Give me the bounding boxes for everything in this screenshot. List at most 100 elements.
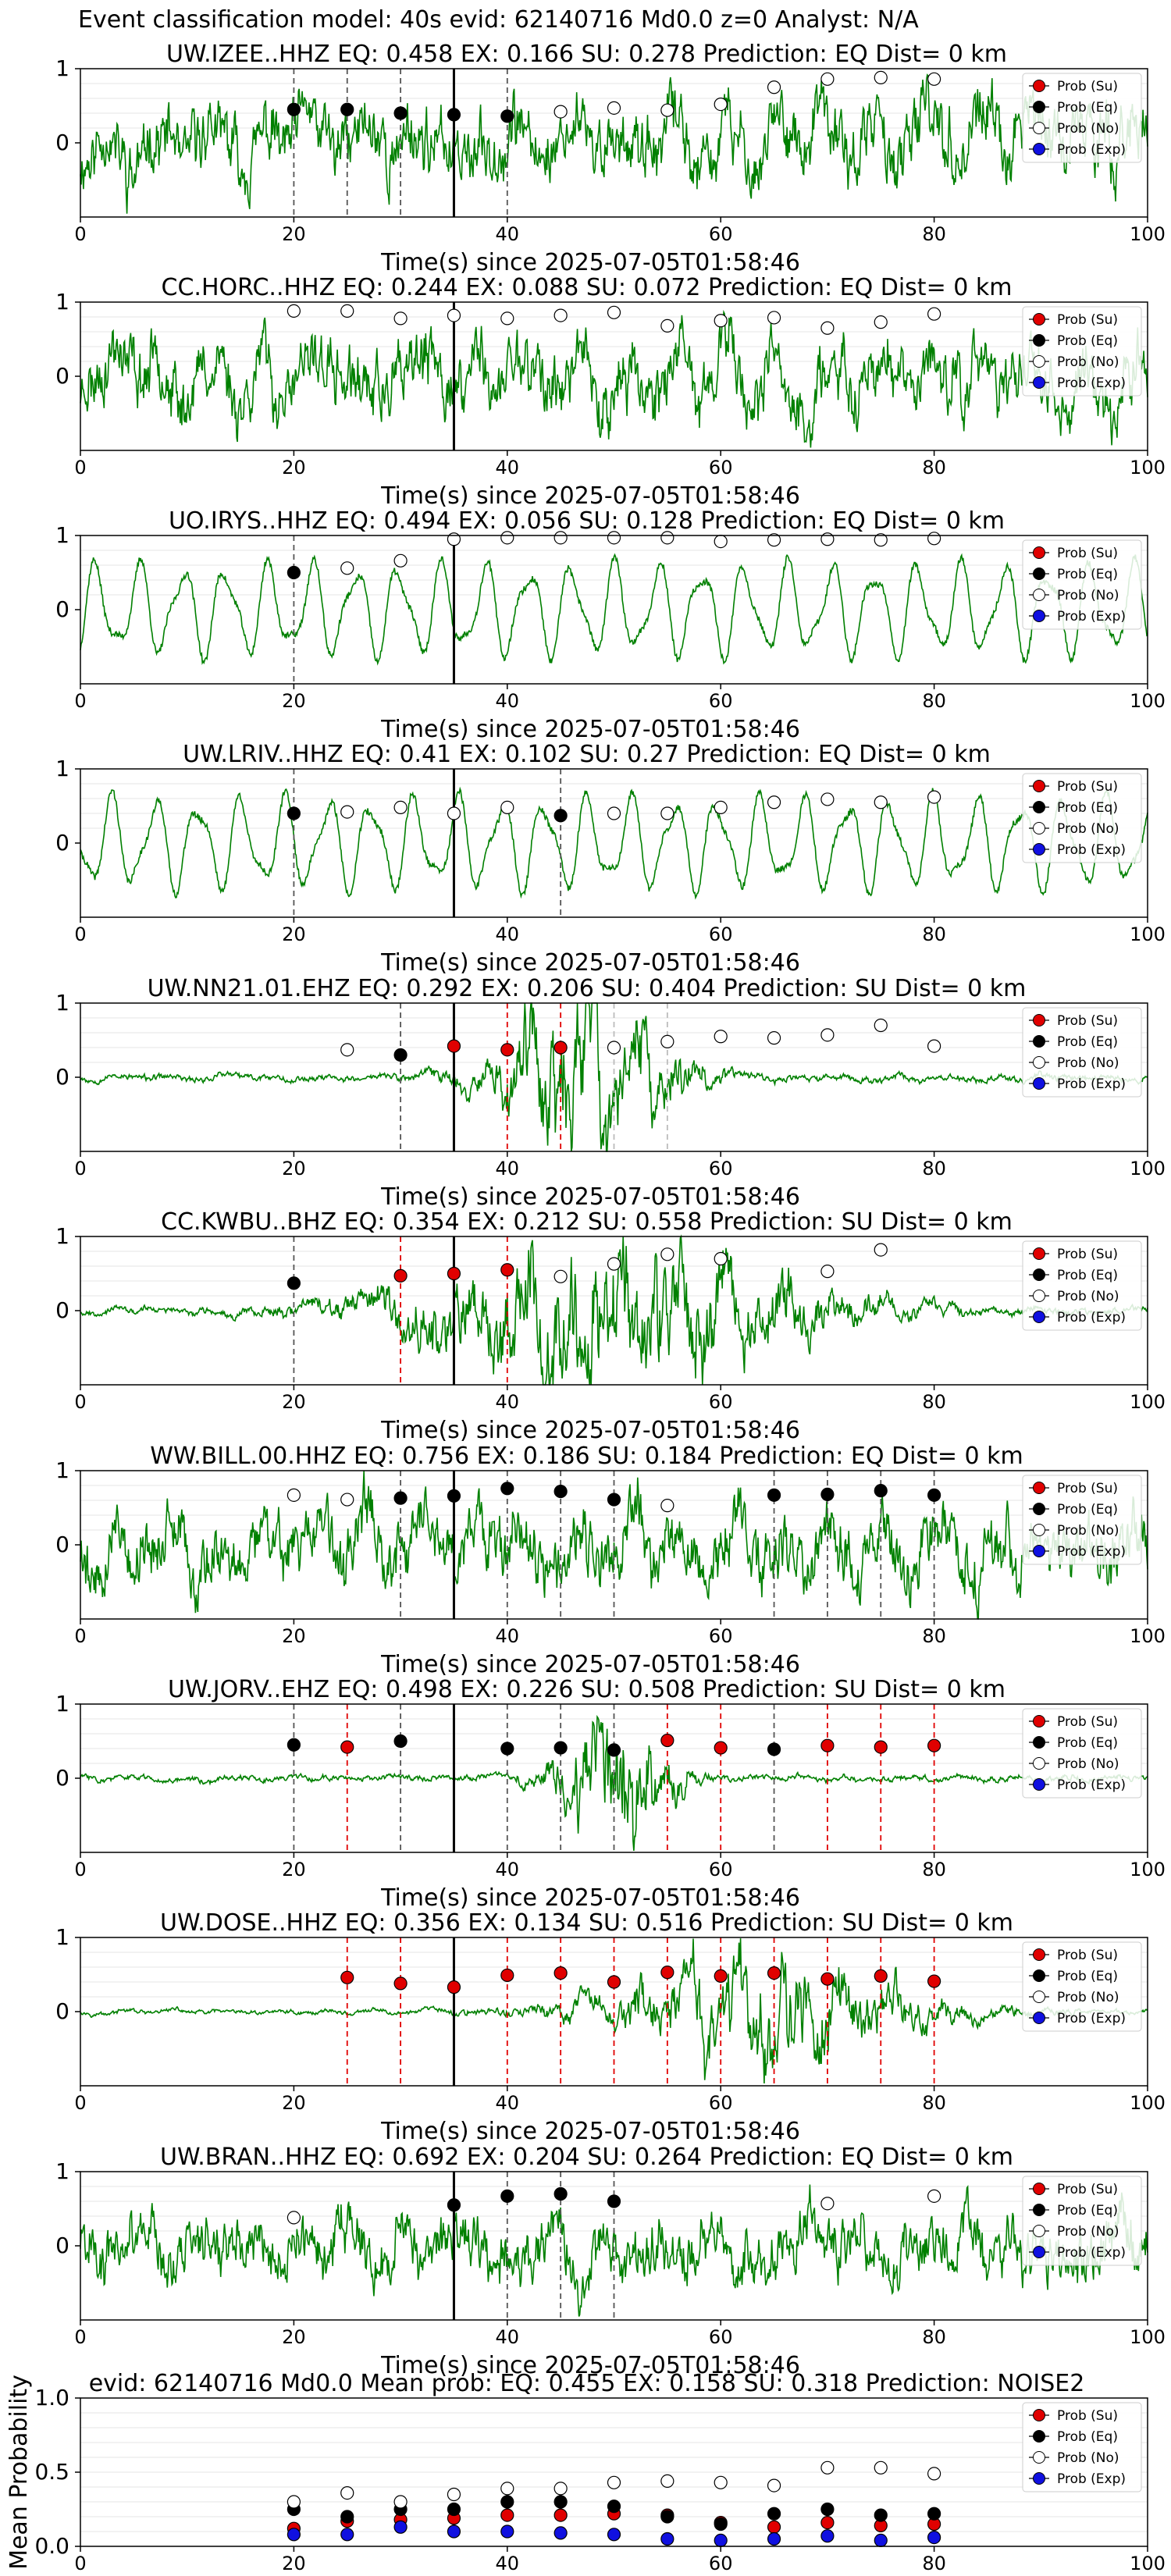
prob-point bbox=[820, 1972, 835, 1986]
x-tick-label: 0 bbox=[74, 2553, 86, 2574]
prob-point bbox=[447, 2198, 461, 2212]
prob-point bbox=[660, 1966, 674, 1980]
legend-label: Prob (No) bbox=[1057, 121, 1119, 137]
prob-point bbox=[447, 1266, 461, 1281]
prob-point bbox=[500, 1482, 514, 1496]
legend-marker bbox=[1033, 1991, 1045, 2003]
prob-point bbox=[607, 1975, 621, 1989]
y-tick-label: 1 bbox=[55, 522, 69, 548]
prob-point bbox=[553, 105, 568, 119]
mean-prob-point bbox=[767, 2520, 781, 2534]
x-tick-label: 80 bbox=[922, 1859, 946, 1880]
legend-label: Prob (Exp) bbox=[1057, 842, 1126, 858]
legend-marker bbox=[1033, 610, 1045, 622]
mean-prob-point bbox=[874, 2460, 888, 2475]
x-axis-label: Time(s) since 2025-07-05T01:58:46 bbox=[380, 949, 800, 977]
x-axis-label: Time(s) since 2025-07-05T01:58:46 bbox=[380, 1183, 800, 1211]
prob-point bbox=[714, 534, 728, 549]
x-tick-label: 40 bbox=[496, 923, 520, 945]
prob-point bbox=[714, 314, 728, 328]
x-tick-label: 40 bbox=[496, 690, 520, 712]
prob-point bbox=[874, 1484, 888, 1498]
mean-prob-point bbox=[714, 2533, 728, 2547]
chart-title: UW.LRIV..HHZ EQ: 0.41 EX: 0.102 SU: 0.27… bbox=[183, 741, 991, 768]
legend-label: Prob (No) bbox=[1057, 1756, 1119, 1772]
mean-prob-point bbox=[340, 2510, 354, 2524]
legend-label: Prob (Eq) bbox=[1057, 1735, 1118, 1751]
x-axis-label: Time(s) since 2025-07-05T01:58:46 bbox=[380, 249, 800, 276]
prob-point bbox=[607, 1743, 621, 1757]
x-tick-label: 20 bbox=[282, 1859, 306, 1880]
prob-point bbox=[820, 1738, 835, 1752]
x-tick-label: 60 bbox=[709, 923, 733, 945]
legend-label: Prob (Su) bbox=[1057, 79, 1118, 94]
prob-point bbox=[767, 1966, 781, 1980]
prob-point bbox=[500, 109, 514, 123]
x-tick-label: 0 bbox=[74, 457, 86, 479]
prob-point bbox=[500, 2189, 514, 2203]
legend-marker bbox=[1033, 801, 1045, 813]
legend-box bbox=[1022, 2176, 1142, 2266]
legend-label: Prob (Eq) bbox=[1057, 567, 1118, 582]
prob-point bbox=[927, 790, 941, 804]
chart-title: UW.JORV..EHZ EQ: 0.498 EX: 0.226 SU: 0.5… bbox=[168, 1676, 1005, 1703]
x-tick-label: 20 bbox=[282, 923, 306, 945]
mean-prob-point bbox=[500, 2508, 514, 2522]
legend-box bbox=[1022, 73, 1142, 163]
y-tick-label: 0 bbox=[55, 1064, 69, 1090]
prob-point bbox=[874, 1969, 888, 1983]
prob-point bbox=[447, 1980, 461, 1994]
legend-label: Prob (Exp) bbox=[1057, 1777, 1126, 1793]
prob-point bbox=[287, 1488, 301, 1502]
chart-title: UW.IZEE..HHZ EQ: 0.458 EX: 0.166 SU: 0.2… bbox=[166, 41, 1007, 68]
y-tick-label: 0.0 bbox=[34, 2533, 69, 2559]
x-axis-label: Time(s) since 2025-07-05T01:58:46 bbox=[380, 482, 800, 510]
y-tick-label: 0 bbox=[55, 2233, 69, 2258]
prob-point bbox=[660, 1733, 674, 1748]
x-axis-label: Time(s) since 2025-07-05T01:58:46 bbox=[380, 1884, 800, 1912]
mean-prob-point bbox=[393, 2495, 408, 2509]
x-tick-label: 80 bbox=[922, 1391, 946, 1413]
legend-marker bbox=[1033, 843, 1045, 856]
legend-marker bbox=[1033, 546, 1045, 559]
legend-box bbox=[1022, 1007, 1142, 1098]
legend-marker bbox=[1033, 2012, 1045, 2024]
legend-marker bbox=[1033, 780, 1045, 792]
prob-point bbox=[927, 2189, 941, 2203]
prob-point bbox=[607, 2194, 621, 2208]
x-tick-label: 80 bbox=[922, 223, 946, 245]
y-tick-label: 0 bbox=[55, 830, 69, 856]
waveform-trace bbox=[80, 309, 1148, 448]
x-tick-label: 40 bbox=[496, 2092, 520, 2114]
x-tick-label: 100 bbox=[1130, 2553, 1166, 2574]
prob-point bbox=[287, 2211, 301, 2225]
chart-title: UW.DOSE..HHZ EQ: 0.356 EX: 0.134 SU: 0.5… bbox=[160, 1909, 1013, 1937]
legend-marker bbox=[1033, 355, 1045, 368]
prob-point bbox=[660, 1247, 674, 1261]
mean-prob-point bbox=[714, 2475, 728, 2489]
prob-point bbox=[820, 1265, 835, 1279]
prob-point bbox=[767, 80, 781, 94]
prob-point bbox=[340, 561, 354, 575]
x-tick-label: 20 bbox=[282, 2092, 306, 2114]
legend-marker bbox=[1033, 568, 1045, 580]
figure-header: Event classification model: 40s evid: 62… bbox=[78, 6, 919, 34]
chart-panel: UW.DOSE..HHZ EQ: 0.356 EX: 0.134 SU: 0.5… bbox=[55, 1909, 1166, 2145]
prob-point bbox=[447, 108, 461, 122]
prob-point bbox=[607, 1041, 621, 1055]
legend-label: Prob (No) bbox=[1057, 1523, 1119, 1539]
chart-panel: CC.HORC..HHZ EQ: 0.244 EX: 0.088 SU: 0.0… bbox=[55, 274, 1166, 510]
prob-point bbox=[287, 806, 301, 820]
x-tick-label: 80 bbox=[922, 2092, 946, 2114]
prob-point bbox=[340, 102, 354, 116]
legend-label: Prob (Su) bbox=[1057, 2182, 1118, 2197]
prob-point bbox=[820, 532, 835, 546]
mean-prob-point bbox=[340, 2528, 354, 2542]
x-tick-label: 60 bbox=[709, 223, 733, 245]
x-tick-label: 80 bbox=[922, 923, 946, 945]
prob-point bbox=[660, 318, 674, 333]
waveform-trace bbox=[80, 1470, 1148, 1620]
prob-point bbox=[820, 2197, 835, 2211]
legend-marker bbox=[1033, 589, 1045, 601]
